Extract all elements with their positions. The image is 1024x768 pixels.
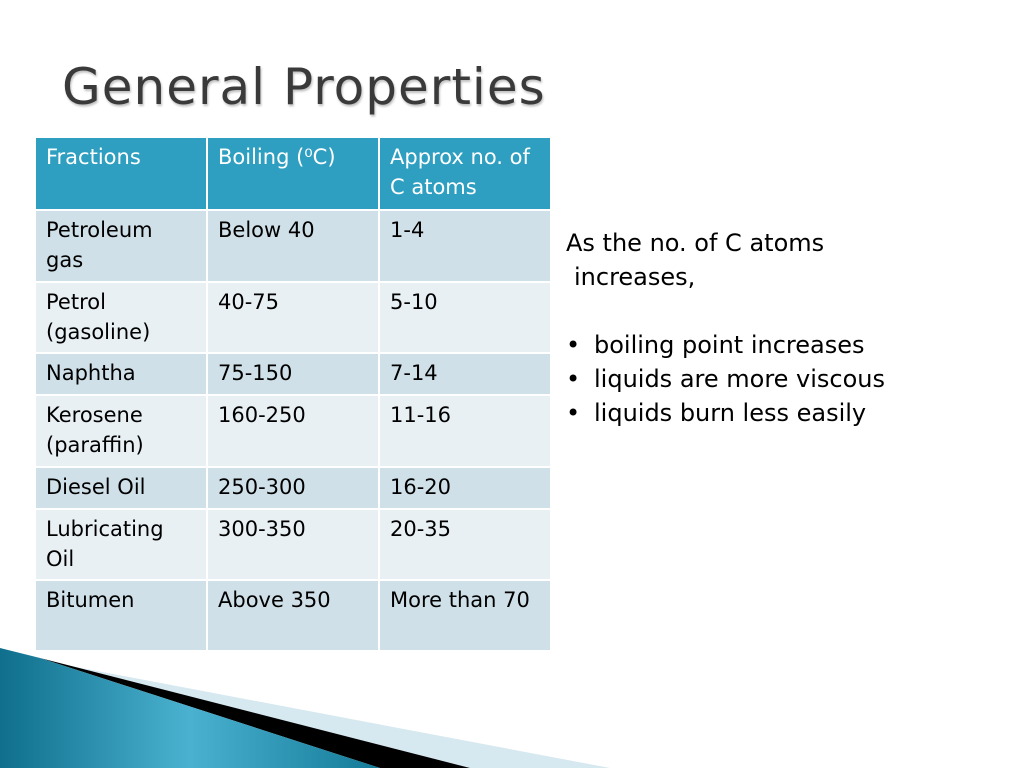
summary-intro: As the no. of C atoms: [566, 229, 825, 257]
cell: 250-300: [206, 466, 380, 510]
cell: 11-16: [378, 394, 552, 468]
cell: 160-250: [206, 394, 380, 468]
header-carbon-atoms: Approx no. of C atoms: [378, 136, 552, 211]
cell: 1-4: [378, 209, 552, 283]
summary-text: As the no. of C atoms increases, boiling…: [566, 226, 885, 430]
table-row: Kerosene (paraffin) 160-250 11-16: [34, 394, 552, 468]
cell: 16-20: [378, 466, 552, 510]
bullet-item: boiling point increases: [566, 328, 885, 362]
cell: Diesel Oil: [34, 466, 208, 510]
cell: Lubricating Oil: [34, 508, 208, 581]
bullet-item: liquids are more viscous: [566, 362, 885, 396]
cell: 300-350: [206, 508, 380, 581]
cell: More than 70: [378, 579, 552, 652]
cell: Below 40: [206, 209, 380, 283]
cell: Petrol (gasoline): [34, 281, 208, 354]
fractions-table: Fractions Boiling (⁰C) Approx no. of C a…: [34, 136, 552, 652]
table-row: Petrol (gasoline) 40-75 5-10: [34, 281, 552, 354]
table-row: Petroleum gas Below 40 1-4: [34, 209, 552, 283]
cell: Naphtha: [34, 352, 208, 396]
table-row: Naphtha 75-150 7-14: [34, 352, 552, 396]
header-fractions: Fractions: [34, 136, 208, 211]
table-row: Bitumen Above 350 More than 70: [34, 579, 552, 652]
summary-bullets: boiling point increases liquids are more…: [566, 328, 885, 430]
cell: Kerosene (paraffin): [34, 394, 208, 468]
table-header-row: Fractions Boiling (⁰C) Approx no. of C a…: [34, 136, 552, 211]
cell: 7-14: [378, 352, 552, 396]
cell: Bitumen: [34, 579, 208, 652]
table-row: Diesel Oil 250-300 16-20: [34, 466, 552, 510]
page-title: General Properties: [62, 58, 546, 116]
cell: 40-75: [206, 281, 380, 354]
cell: Petroleum gas: [34, 209, 208, 283]
header-boiling: Boiling (⁰C): [206, 136, 380, 211]
table-row: Lubricating Oil 300-350 20-35: [34, 508, 552, 581]
summary-intro-2: increases,: [574, 263, 696, 291]
bullet-item: liquids burn less easily: [566, 396, 885, 430]
cell: 20-35: [378, 508, 552, 581]
cell: Above 350: [206, 579, 380, 652]
cell: 75-150: [206, 352, 380, 396]
cell: 5-10: [378, 281, 552, 354]
